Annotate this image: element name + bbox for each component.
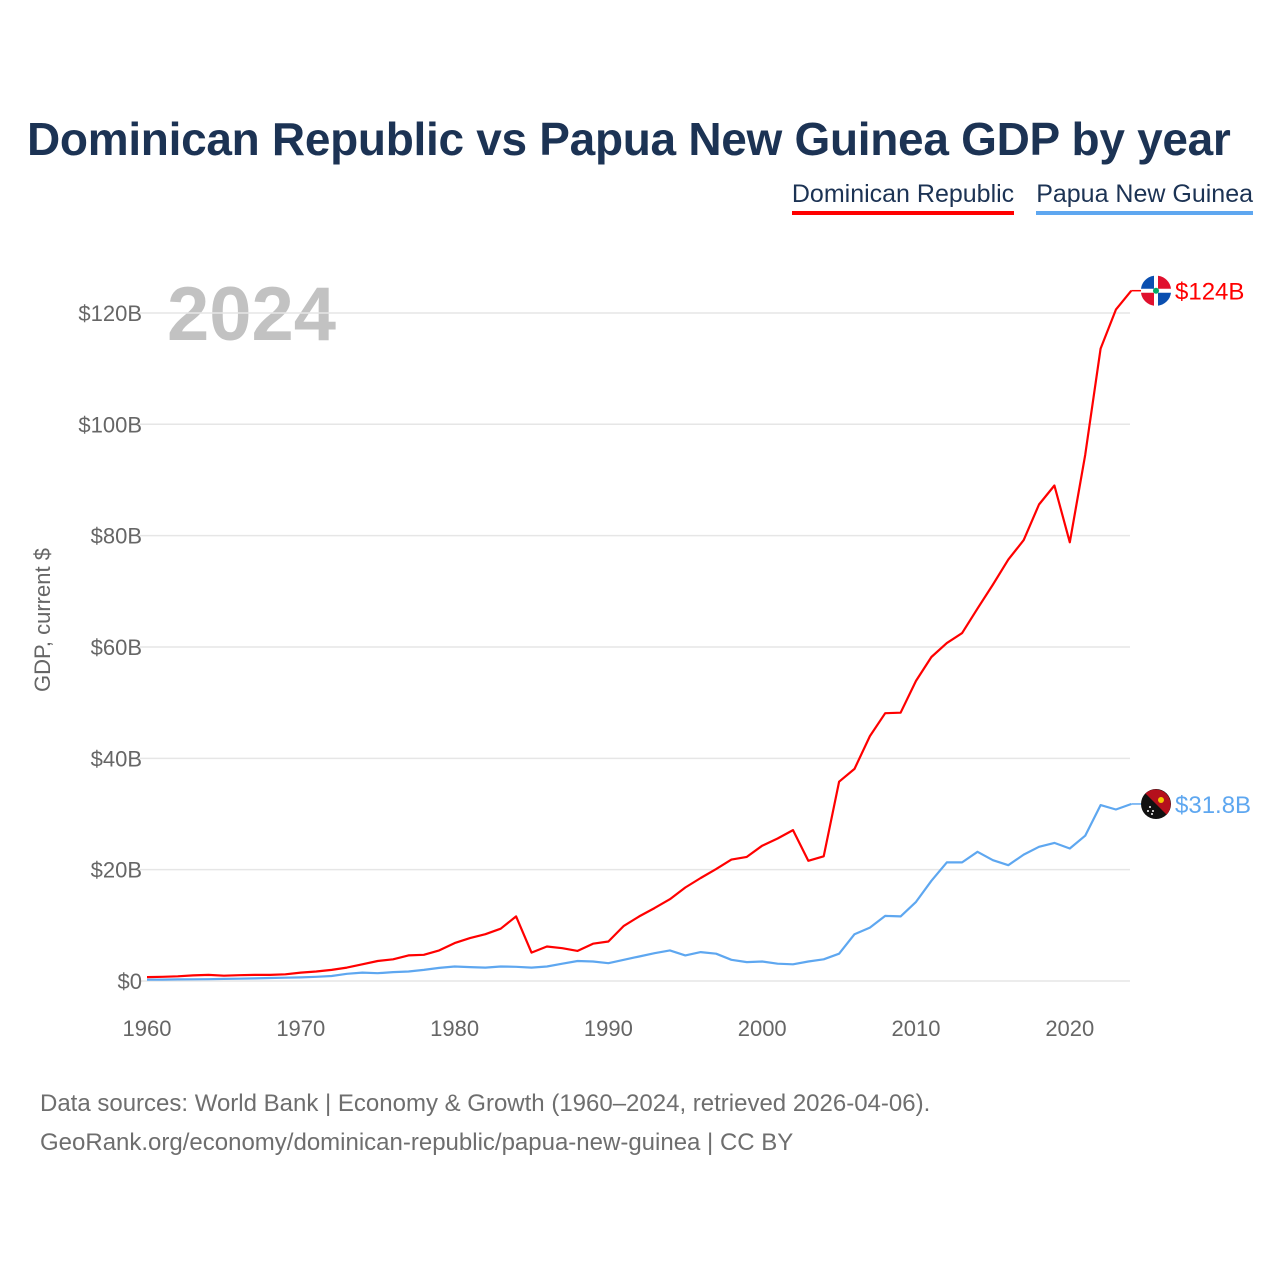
end-value-label: $124B bbox=[1175, 279, 1244, 306]
year-watermark: 2024 bbox=[167, 272, 336, 357]
y-tick-label: $0 bbox=[118, 969, 142, 994]
x-tick-label: 1990 bbox=[584, 1016, 633, 1041]
source-line-1: Data sources: World Bank | Economy & Gro… bbox=[40, 1090, 931, 1117]
flag-star bbox=[1149, 805, 1151, 808]
flag-bird bbox=[1158, 796, 1164, 803]
flag-part bbox=[1158, 292, 1171, 306]
legend-item-dominican-republic[interactable]: Dominican Republic bbox=[791, 180, 1015, 215]
series-line-papua-new-guinea bbox=[146, 802, 1132, 981]
chart-title: Dominican Republic vs Papua New Guinea G… bbox=[27, 113, 1231, 165]
source-note: Data sources: World Bank | Economy & Gro… bbox=[40, 1084, 930, 1162]
flag-star bbox=[1151, 812, 1153, 815]
y-axis-title: GDP, current $ bbox=[30, 548, 55, 692]
y-tick-label: $20B bbox=[91, 858, 142, 883]
x-tick-label: 2020 bbox=[1045, 1016, 1094, 1041]
flag-part bbox=[1145, 789, 1171, 815]
x-tick-label: 1980 bbox=[430, 1016, 479, 1041]
x-tick-label: 1970 bbox=[276, 1016, 325, 1041]
series-line-dominican-republic bbox=[146, 290, 1133, 979]
legend: Dominican Republic Papua New Guinea bbox=[791, 180, 1253, 215]
y-tick-label: $100B bbox=[78, 412, 142, 437]
end-value-label: $31.8B bbox=[1175, 792, 1251, 819]
flag-star bbox=[1147, 809, 1149, 812]
flag-emblem bbox=[1153, 287, 1159, 294]
y-tick-label: $60B bbox=[91, 635, 142, 660]
legend-item-papua-new-guinea[interactable]: Papua New Guinea bbox=[1036, 180, 1253, 215]
flag-part bbox=[1141, 275, 1154, 289]
x-tick-label: 1960 bbox=[123, 1016, 172, 1041]
source-line-2[interactable]: GeoRank.org/economy/dominican-republic/p… bbox=[40, 1129, 794, 1156]
flag-part bbox=[1141, 292, 1154, 306]
y-tick-label: $120B bbox=[78, 301, 142, 326]
flag-star bbox=[1152, 809, 1154, 812]
x-tick-label: 2000 bbox=[738, 1016, 787, 1041]
y-tick-label: $80B bbox=[91, 524, 142, 549]
flag-part bbox=[1158, 275, 1171, 289]
x-tick-label: 2010 bbox=[892, 1016, 941, 1041]
y-tick-label: $40B bbox=[91, 746, 142, 771]
